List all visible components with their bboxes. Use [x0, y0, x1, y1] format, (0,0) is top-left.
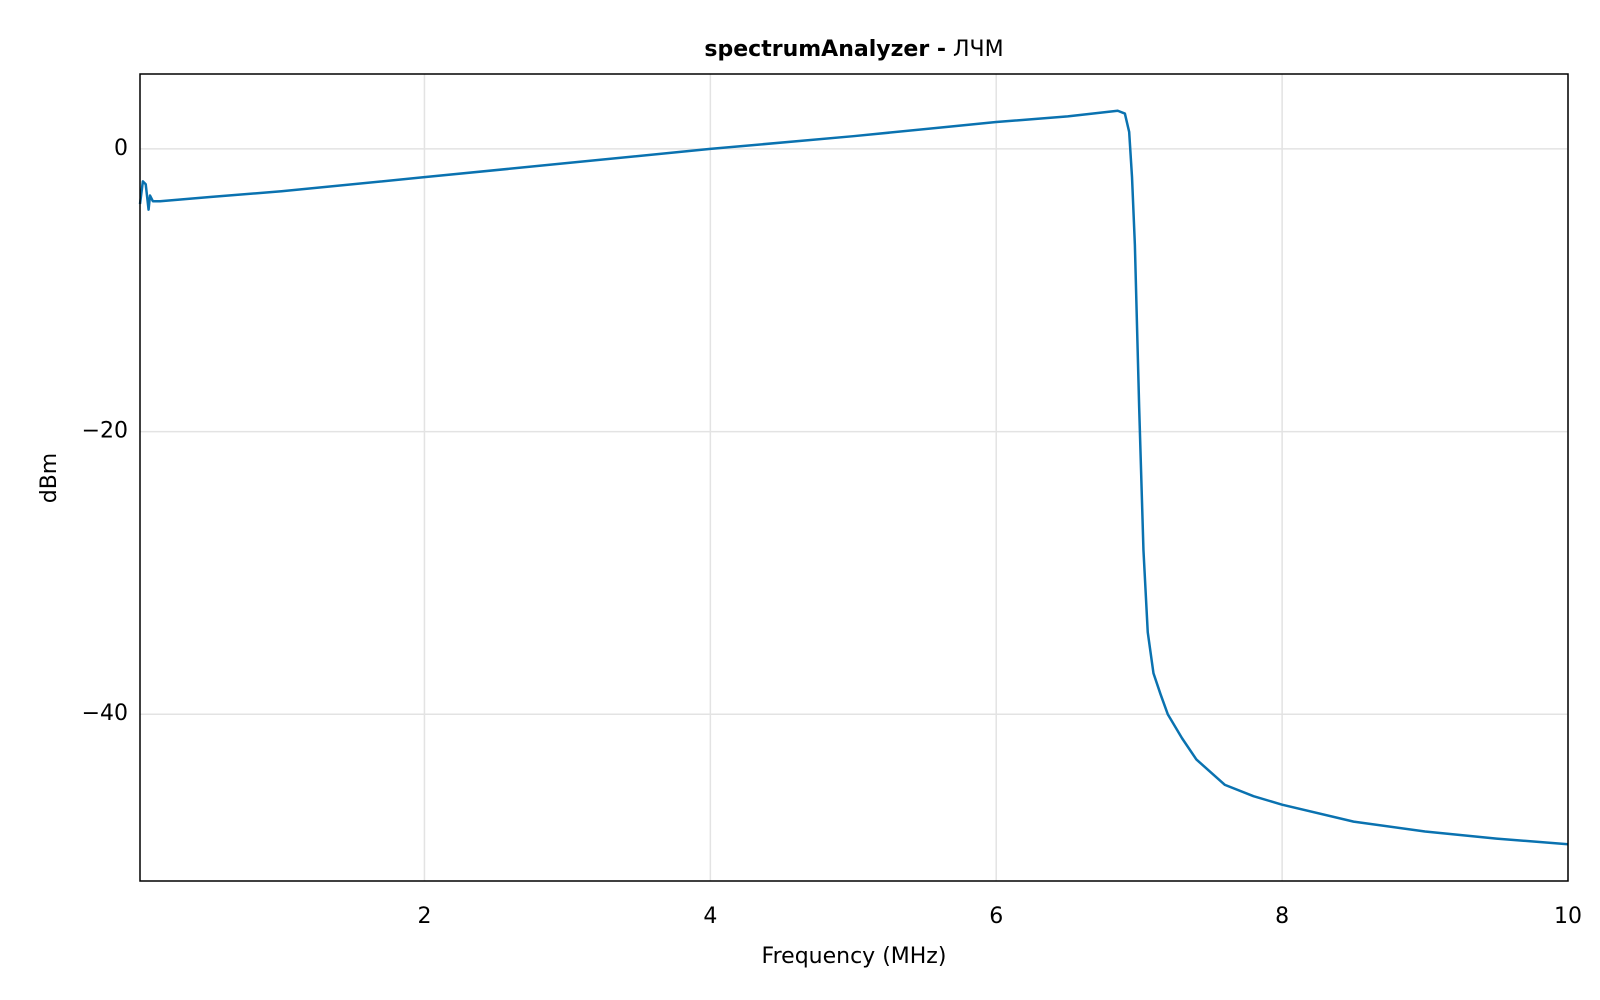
title-bold: spectrumAnalyzer - — [704, 37, 946, 62]
x-tick-label: 8 — [1275, 904, 1289, 929]
x-tick-label: 10 — [1554, 904, 1582, 929]
x-tick-label: 6 — [989, 904, 1003, 929]
y-axis-label: dBm — [37, 453, 62, 504]
y-tick-label: 0 — [114, 136, 128, 161]
x-axis-label: Frequency (MHz) — [762, 944, 947, 969]
x-tick-label: 2 — [417, 904, 431, 929]
y-tick-label: −40 — [82, 701, 128, 726]
x-tick-label: 4 — [703, 904, 717, 929]
data-line — [138, 109, 1569, 846]
chart-title: spectrumAnalyzer - ЛЧМ — [704, 37, 1003, 62]
title-suffix: ЛЧМ — [953, 37, 1004, 62]
y-tick-label: −20 — [82, 419, 128, 444]
plot-frame — [139, 73, 1569, 882]
